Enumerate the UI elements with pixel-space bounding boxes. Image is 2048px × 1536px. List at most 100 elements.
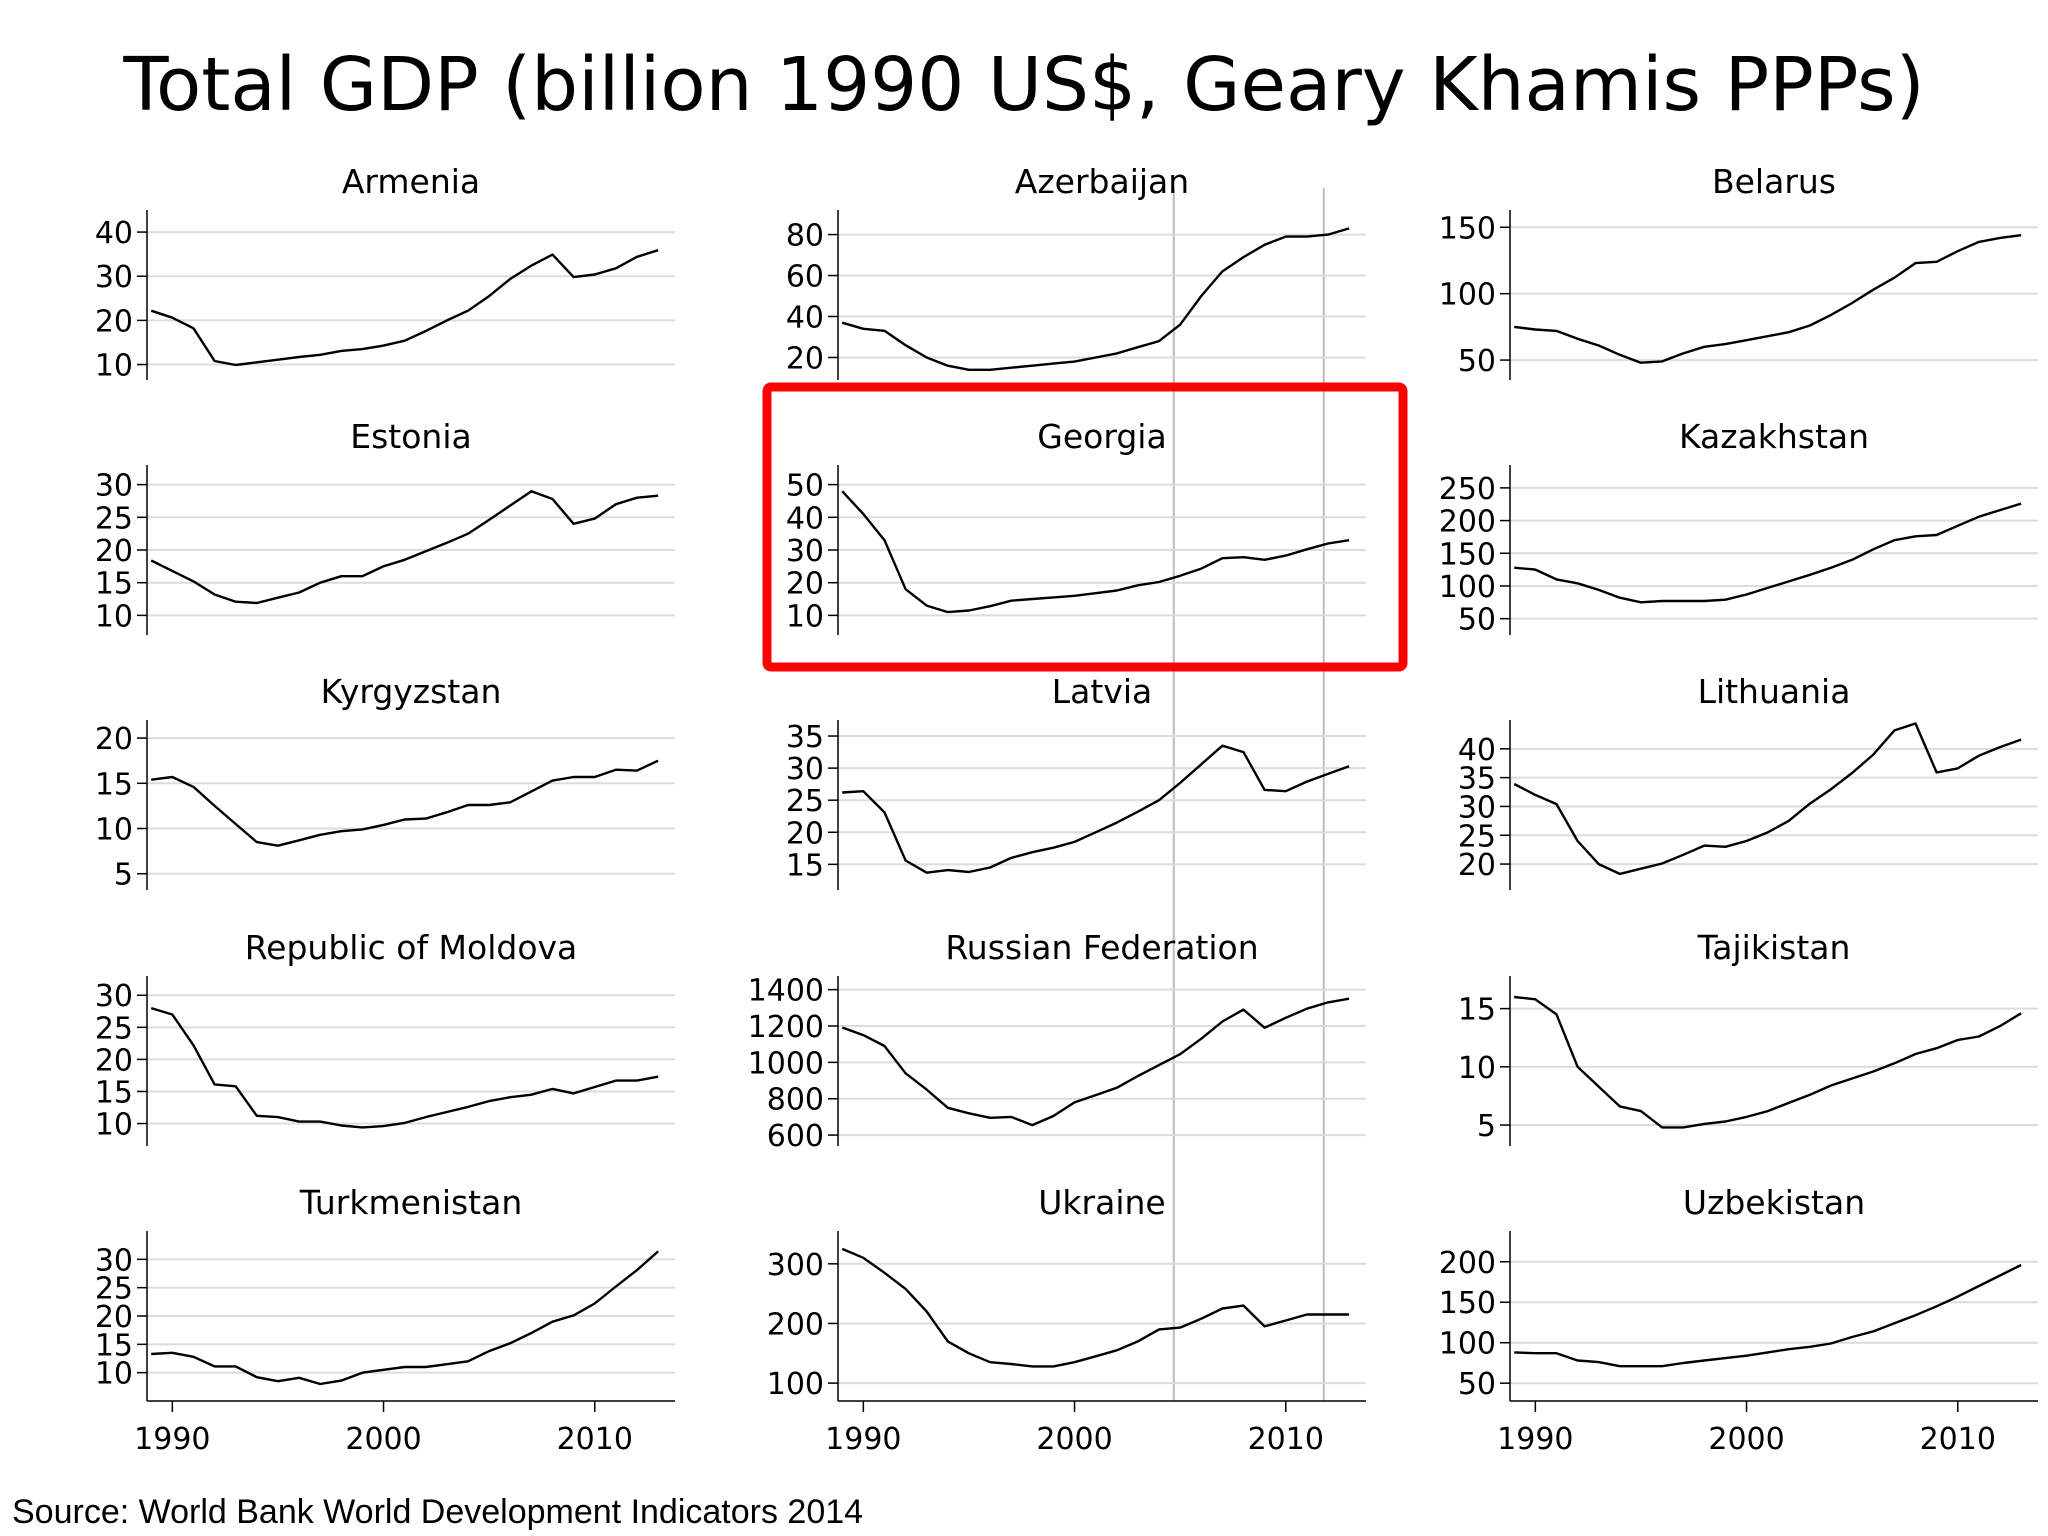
x-tick-label: 2010 <box>557 1422 633 1457</box>
y-tick-label: 25 <box>95 501 133 536</box>
x-tick-label: 2000 <box>1036 1422 1112 1457</box>
panel-azerbaijan: Azerbaijan 20 40 60 80 <box>786 162 1366 380</box>
y-tick-label: 50 <box>786 469 824 504</box>
y-tick-label: 25 <box>1458 819 1496 854</box>
y-tick-label: 40 <box>786 301 824 336</box>
y-tick-label: 1400 <box>748 974 824 1009</box>
series-line-lithuania <box>1513 722 2022 876</box>
y-tick-label: 20 <box>786 341 824 376</box>
y-tick-label: 30 <box>786 534 824 569</box>
panel-title: Latvia <box>1052 672 1152 711</box>
y-tick-label: 30 <box>1458 790 1496 825</box>
panel-title: Armenia <box>342 162 480 201</box>
y-tick-label: 20 <box>1458 848 1496 883</box>
x-tick-label: 1990 <box>134 1422 210 1457</box>
y-tick-label: 5 <box>1477 1109 1496 1144</box>
y-tick-label: 100 <box>1439 570 1496 605</box>
y-tick-label: 20 <box>95 722 133 757</box>
y-tick-label: 15 <box>95 1328 133 1363</box>
source-note: Source: World Bank World Development Ind… <box>12 1493 864 1531</box>
y-tick-label: 35 <box>1458 762 1496 797</box>
y-tick-label: 15 <box>1458 993 1496 1028</box>
series-line-kazakhstan <box>1514 502 2022 604</box>
series-line-russian-federation <box>841 997 1350 1127</box>
panel-title: Tajikistan <box>1697 928 1851 967</box>
series-line-kyrgyzstan <box>151 759 659 847</box>
main-title: Total GDP (billion 1990 US$, Geary Khami… <box>123 42 1925 128</box>
x-tick-label: 2010 <box>1920 1422 1996 1457</box>
y-tick-label: 10 <box>95 349 133 384</box>
x-tick-label: 1990 <box>825 1422 901 1457</box>
y-tick-label: 20 <box>786 567 824 602</box>
panel-title: Belarus <box>1712 162 1836 201</box>
y-tick-label: 150 <box>1439 537 1496 572</box>
y-tick-label: 600 <box>767 1119 824 1154</box>
y-tick-label: 1000 <box>748 1046 824 1081</box>
y-tick-label: 30 <box>786 752 824 787</box>
y-tick-label: 20 <box>95 534 133 569</box>
y-tick-label: 15 <box>95 567 133 602</box>
series-line-uzbekistan <box>1514 1263 2022 1368</box>
panel-title: Georgia <box>1037 417 1166 456</box>
y-tick-label: 60 <box>786 260 824 295</box>
panel-title: Turkmenistan <box>299 1183 523 1222</box>
series-line-tajikistan <box>1514 995 2022 1129</box>
y-tick-label: 300 <box>767 1248 824 1283</box>
series-line-republic-of-moldova <box>150 1006 659 1129</box>
y-tick-label: 20 <box>95 1300 133 1335</box>
panel-title: Azerbaijan <box>1015 162 1189 201</box>
y-tick-label: 150 <box>1439 1286 1496 1321</box>
y-tick-label: 50 <box>1458 344 1496 379</box>
y-tick-label: 200 <box>1439 1246 1496 1281</box>
y-tick-label: 25 <box>95 1272 133 1307</box>
y-tick-label: 25 <box>786 784 824 819</box>
y-tick-label: 800 <box>767 1083 824 1118</box>
panel-title: Kyrgyzstan <box>321 672 502 711</box>
y-tick-label: 50 <box>1458 1367 1496 1402</box>
y-tick-label: 100 <box>767 1367 824 1402</box>
panel-kyrgyzstan: Kyrgyzstan 5 10 15 20 <box>95 672 675 893</box>
panel-ukraine: Ukraine 100 200 300 1990 2000 2010 <box>767 1183 1366 1457</box>
series-line-georgia <box>841 490 1350 614</box>
y-tick-label: 1200 <box>748 1010 824 1045</box>
y-tick-label: 10 <box>95 599 133 634</box>
y-tick-label: 10 <box>95 813 133 848</box>
x-tick-label: 1990 <box>1497 1422 1573 1457</box>
panel-belarus: Belarus 50 100 150 <box>1439 162 2038 380</box>
highlight-box <box>762 382 1408 672</box>
y-tick-label: 250 <box>1439 472 1496 507</box>
panel-title: Russian Federation <box>945 928 1258 967</box>
y-tick-label: 100 <box>1439 278 1496 313</box>
y-tick-label: 30 <box>95 979 133 1014</box>
series-line-latvia <box>842 744 1350 874</box>
y-tick-label: 20 <box>95 304 133 339</box>
x-tick-label: 2000 <box>345 1422 421 1457</box>
y-tick-label: 10 <box>95 1357 133 1392</box>
panel-armenia: Armenia 10 20 30 40 <box>95 162 675 384</box>
y-tick-label: 15 <box>786 848 824 883</box>
y-tick-label: 80 <box>786 219 824 254</box>
y-tick-label: 30 <box>95 260 133 295</box>
y-tick-label: 5 <box>114 858 133 893</box>
y-tick-label: 10 <box>95 1108 133 1143</box>
y-tick-label: 35 <box>786 720 824 755</box>
series-line-belarus <box>1514 234 2022 364</box>
x-tick-label: 2010 <box>1248 1422 1324 1457</box>
y-tick-label: 10 <box>1458 1051 1496 1086</box>
panel-title: Ukraine <box>1038 1183 1165 1222</box>
y-tick-label: 200 <box>1439 505 1496 540</box>
y-tick-label: 100 <box>1439 1327 1496 1362</box>
y-tick-label: 20 <box>95 1043 133 1078</box>
y-tick-label: 15 <box>95 767 133 802</box>
series-line-armenia <box>150 249 659 367</box>
y-tick-label: 40 <box>1458 733 1496 768</box>
y-tick-label: 200 <box>767 1307 824 1342</box>
panel-title: Uzbekistan <box>1683 1183 1865 1222</box>
